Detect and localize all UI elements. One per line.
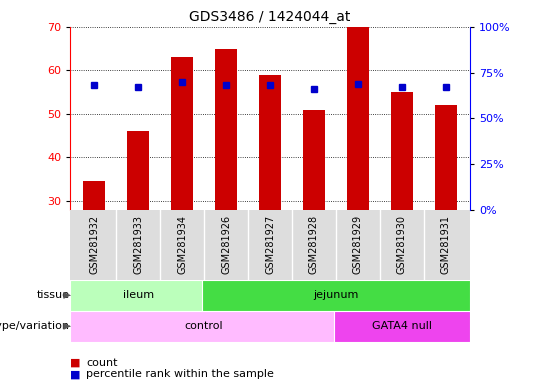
Text: ileum: ileum: [123, 290, 154, 300]
Bar: [259, 75, 281, 210]
Text: GSM281929: GSM281929: [353, 215, 363, 275]
Text: percentile rank within the sample: percentile rank within the sample: [86, 369, 274, 379]
Text: genotype/variation: genotype/variation: [0, 321, 69, 331]
Bar: [303, 109, 325, 210]
Text: GSM281930: GSM281930: [397, 215, 407, 274]
Bar: [202, 280, 470, 311]
Bar: [83, 181, 105, 210]
Bar: [215, 49, 237, 210]
Title: GDS3486 / 1424044_at: GDS3486 / 1424044_at: [190, 10, 350, 25]
Text: GSM281926: GSM281926: [221, 215, 231, 275]
Bar: [334, 311, 470, 342]
Text: GSM281934: GSM281934: [177, 215, 187, 274]
Bar: [127, 131, 149, 210]
Bar: [435, 105, 457, 210]
Text: tissue: tissue: [36, 290, 69, 300]
Text: jejunum: jejunum: [313, 290, 359, 300]
Bar: [347, 27, 369, 210]
Bar: [171, 57, 193, 210]
Text: GSM281927: GSM281927: [265, 215, 275, 275]
Text: GSM281933: GSM281933: [133, 215, 143, 274]
Bar: [391, 92, 413, 210]
Bar: [70, 280, 206, 311]
Text: GSM281928: GSM281928: [309, 215, 319, 275]
Text: count: count: [86, 358, 118, 368]
Text: GSM281931: GSM281931: [441, 215, 451, 274]
Bar: [70, 311, 338, 342]
Text: ■: ■: [70, 369, 80, 379]
Text: GATA4 null: GATA4 null: [372, 321, 432, 331]
Text: GSM281932: GSM281932: [89, 215, 99, 275]
Text: control: control: [185, 321, 224, 331]
Text: ■: ■: [70, 358, 80, 368]
